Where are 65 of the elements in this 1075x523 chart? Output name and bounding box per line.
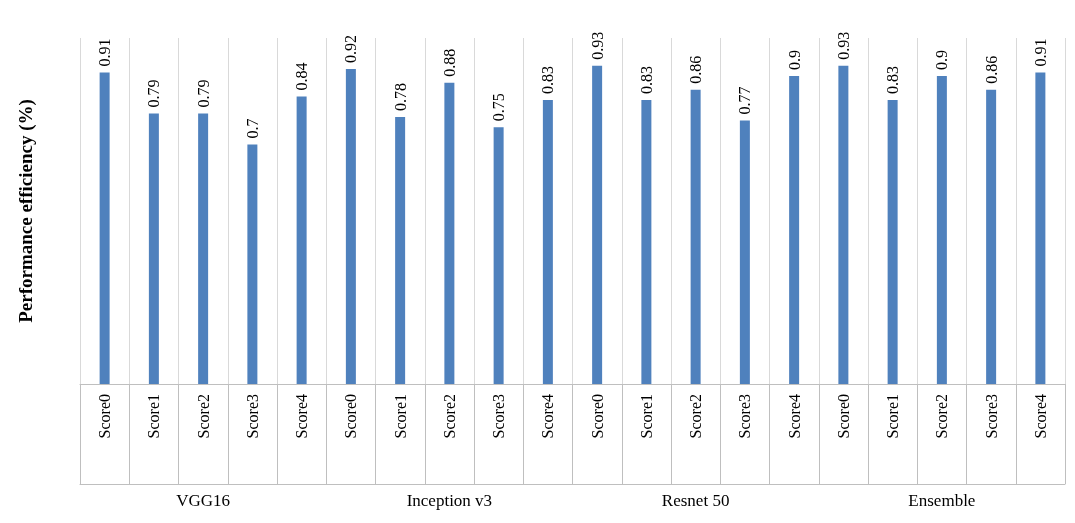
data-label: 0.75	[490, 93, 508, 122]
bar	[542, 99, 553, 384]
text: VGG16	[176, 491, 231, 510]
x-tick-label: Score1	[145, 394, 163, 439]
bar	[296, 96, 307, 384]
data-label: 0.93	[834, 31, 852, 60]
y-axis-title: Performance efficiency (%)	[15, 99, 37, 323]
x-tick-label: Score2	[194, 394, 212, 439]
data-label: 0.7	[243, 118, 261, 139]
text: Resnet 50	[661, 491, 730, 510]
data-label: 0.93	[588, 31, 606, 60]
x-tick-label: Score3	[736, 394, 754, 439]
x-tick-label: Score1	[637, 394, 655, 439]
bar	[789, 75, 800, 384]
x-tick-label: Score0	[834, 394, 852, 439]
bar	[592, 65, 603, 384]
bar	[838, 65, 849, 384]
x-tick-label: Score1	[884, 394, 902, 439]
x-tick-label: Score0	[588, 394, 606, 439]
bar	[99, 72, 110, 384]
bar	[444, 82, 455, 384]
x-tick-label: Score3	[243, 394, 261, 439]
data-label: 0.79	[145, 79, 163, 108]
data-label: 0.88	[440, 48, 458, 77]
data-label: 0.91	[1031, 38, 1049, 67]
bar	[148, 113, 159, 384]
bar	[345, 69, 356, 384]
x-tick-label: Score4	[785, 394, 803, 439]
text: Inception v3	[406, 491, 493, 510]
data-label: 0.9	[785, 49, 803, 70]
x-tick-label: Score4	[293, 394, 311, 439]
bar	[493, 127, 504, 384]
x-tick-label: Score3	[490, 394, 508, 439]
x-tick-label: Score1	[391, 394, 409, 439]
data-label: 0.9	[933, 49, 951, 70]
x-tick-label: Score0	[342, 394, 360, 439]
x-tick-label: Score4	[1031, 394, 1049, 439]
data-label: 0.86	[687, 55, 705, 84]
bar	[887, 99, 898, 384]
data-label: 0.79	[194, 79, 212, 108]
bar	[690, 89, 701, 384]
data-label: 0.86	[982, 55, 1000, 84]
data-label: 0.78	[391, 83, 409, 112]
bar	[1035, 72, 1046, 384]
x-tick-label: Score2	[440, 394, 458, 439]
bar	[198, 113, 209, 384]
x-tick-label: Score3	[982, 394, 1000, 439]
data-label: 0.92	[342, 35, 360, 64]
data-label: 0.84	[293, 62, 311, 91]
data-label: 0.91	[96, 38, 114, 67]
x-tick-label: Score2	[687, 394, 705, 439]
bar	[247, 144, 258, 384]
bar	[936, 75, 947, 384]
bar	[641, 99, 652, 384]
bar	[739, 120, 750, 384]
x-tick-label: Score0	[96, 394, 114, 439]
text: Ensemble	[908, 491, 976, 510]
data-label: 0.83	[884, 65, 902, 94]
bar	[986, 89, 997, 384]
data-label: 0.83	[539, 65, 557, 94]
x-tick-label: Score2	[933, 394, 951, 439]
data-label: 0.77	[736, 86, 754, 115]
bar	[395, 117, 406, 384]
data-label: 0.83	[637, 65, 655, 94]
x-tick-label: Score4	[539, 394, 557, 439]
